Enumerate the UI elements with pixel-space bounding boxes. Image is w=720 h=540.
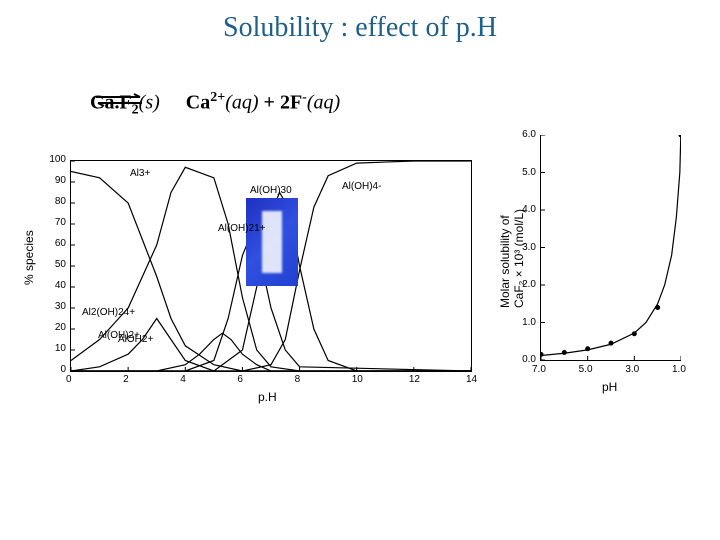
precipitate-photo — [246, 198, 298, 286]
right-ylabel: Molar solubility of CaF₂ × 10³ (mol/L) — [498, 108, 526, 308]
eq-anion: 2F — [280, 92, 302, 114]
left-ylabel: % species — [22, 230, 36, 285]
equilibrium-equation: Ca.F2(s) Ca2+(aq) + 2F-(aq) — [90, 90, 340, 119]
page-title: Solubility : effect of p.H — [0, 12, 720, 44]
left-xlabel: p.H — [258, 390, 277, 404]
eq-cation: Ca — [186, 92, 210, 114]
solubility-chart — [540, 135, 681, 361]
right-xlabel: pH — [602, 380, 617, 394]
